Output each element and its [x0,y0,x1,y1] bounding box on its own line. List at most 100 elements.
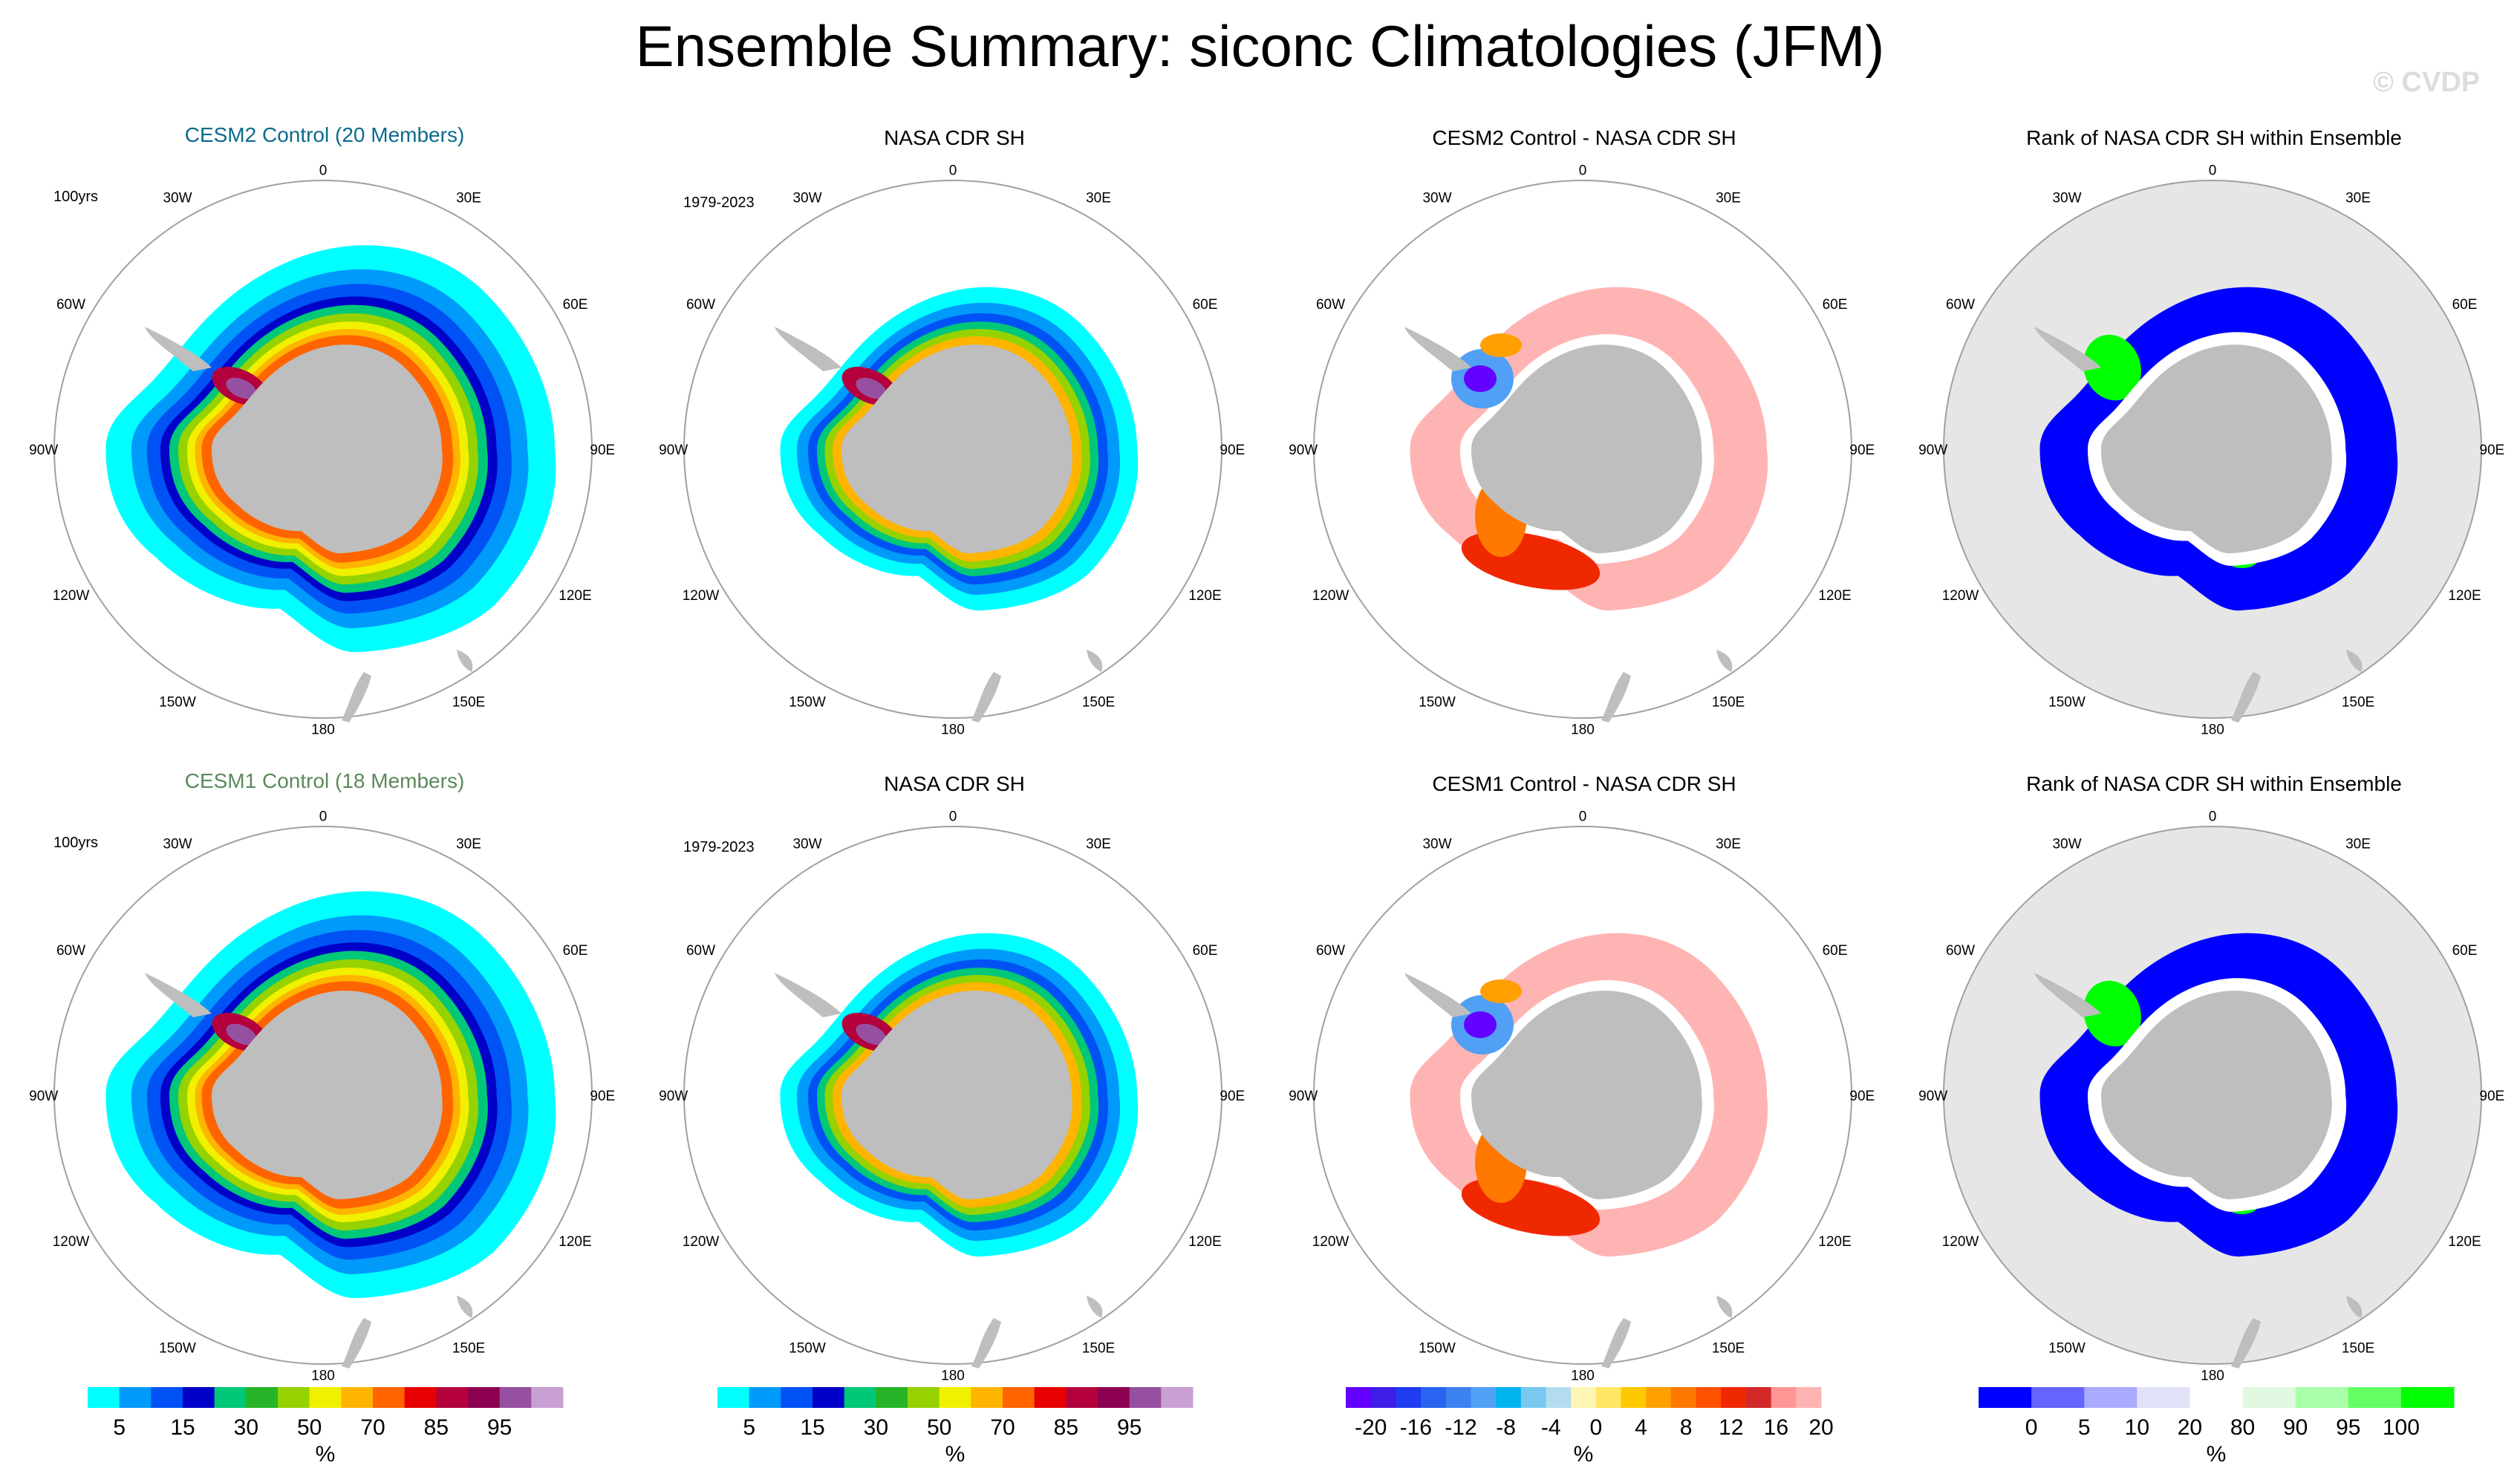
period-label: 1979-2023 [683,195,755,211]
longitude-label: 90E [1849,443,1875,458]
colorbar-tick-label: 100 [2383,1415,2420,1440]
longitude-label: 90W [1918,1089,1947,1104]
longitude-label: 150E [1712,694,1745,710]
longitude-label: 120W [1312,588,1349,604]
longitude-label: 150E [1082,694,1115,710]
colorbar-swatch [939,1387,971,1408]
colorbar-swatch [971,1387,1003,1408]
colorbar-tick-label: -12 [1445,1415,1476,1440]
longitude-label: 120W [683,1234,720,1250]
colorbar-tick-label: 30 [864,1415,888,1440]
colorbar-tick-label: -20 [1355,1415,1387,1440]
colorbar-swatch [468,1387,501,1408]
colorbar-units-label: % [945,1442,966,1467]
longitude-label: 90W [1289,443,1318,458]
longitude-label: 180 [2201,1368,2224,1383]
polar-map-conc: 0 30E 60E 90E 120E 150E 180 150W 120W 90W 60W 30W [659,163,1245,738]
tasmania-landmass [2346,1296,2363,1318]
colorbar-tick-label: 12 [1719,1415,1743,1440]
colorbar-tick-label: 20 [1808,1415,1833,1440]
colorbar-swatch [1003,1387,1035,1408]
longitude-label: 0 [319,163,328,179]
colorbar-swatch [1696,1387,1722,1408]
longitude-label: 90E [590,1089,615,1104]
polar-map-rank: 0 30E 60E 90E 120E 150E 180 150W 120W 90W 60W 30W [1918,163,2504,738]
longitude-label: 150W [789,1340,826,1356]
south-america-landmass [775,973,841,1017]
colorbar-swatch [1421,1387,1447,1408]
panel-title: CESM2 Control (20 Members) [184,123,465,146]
tasmania-landmass [457,650,473,672]
longitude-label: 60W [1316,297,1345,313]
longitude-label: 150E [2342,1340,2374,1356]
colorbar-conc: 5 15 30 50 70 85 95% [88,1387,564,1467]
longitude-label: 180 [1571,1368,1595,1383]
panel-title: NASA CDR SH [884,126,1025,149]
colorbar-swatch [2084,1387,2138,1408]
colorbar-tick-label: 85 [1054,1415,1078,1440]
longitude-label: 0 [319,809,328,825]
longitude-label: 60E [1823,943,1848,959]
difference-band [1480,979,1522,1003]
longitude-label: 120W [53,1234,90,1250]
longitude-label: 120E [559,1234,591,1250]
longitude-label: 90E [1220,1089,1245,1104]
colorbar-swatch [813,1387,845,1408]
colorbar-swatch [278,1387,310,1408]
longitude-label: 120W [683,588,720,604]
colorbar-swatch [1646,1387,1672,1408]
longitude-label: 30E [2345,837,2371,852]
new-zealand-landmass [1601,672,1631,723]
longitude-label: 90E [2479,443,2504,458]
longitude-label: 150E [452,1340,485,1356]
longitude-label: 60E [2452,297,2478,313]
colorbar-swatch [436,1387,469,1408]
longitude-label: 30E [456,837,481,852]
longitude-label: 120E [2448,588,2481,604]
colorbar-tick-label: -4 [1541,1415,1561,1440]
tasmania-landmass [1716,1296,1733,1318]
colorbar-swatch [2242,1387,2296,1408]
longitude-label: 150W [2048,694,2086,710]
south-america-landmass [2034,973,2101,1017]
colorbar-tick-label: 50 [297,1415,322,1440]
colorbar-tick-label: 5 [113,1415,126,1440]
colorbar-tick-label: 10 [2125,1415,2149,1440]
longitude-label: 30W [2052,837,2081,852]
longitude-label: 30W [2052,191,2081,206]
polar-map-conc: 0 30E 60E 90E 120E 150E 180 150W 120W 90W 60W 30W [29,163,615,738]
polar-map-diff: 0 30E 60E 90E 120E 150E 180 150W 120W 90W 60W 30W [1289,163,1875,738]
colorbar-tick-label: 85 [424,1415,449,1440]
longitude-label: 0 [949,809,957,825]
longitude-label: 30E [456,191,481,206]
longitude-label: 60W [1316,943,1345,959]
tasmania-landmass [1087,650,1103,672]
longitude-label: 120W [53,588,90,604]
longitude-label: 150W [1419,694,1456,710]
colorbar-swatch [1396,1387,1422,1408]
longitude-label: 120W [1312,1234,1349,1250]
colorbar-swatch [844,1387,876,1408]
colorbar-units-label: % [316,1442,336,1467]
longitude-label: 90W [659,1089,688,1104]
colorbar-swatch [1771,1387,1797,1408]
longitude-label: 90E [590,443,615,458]
colorbar-swatch [1034,1387,1067,1408]
colorbar-rank: 0 5 10 20 80 90 95 100% [1979,1387,2455,1467]
panel-title: Rank of NASA CDR SH within Ensemble [2026,126,2402,149]
longitude-label: 30W [163,191,192,206]
colorbar-units-label: % [2207,1442,2227,1467]
longitude-label: 0 [1579,809,1587,825]
new-zealand-landmass [342,672,371,723]
colorbar-tick-label: 0 [1589,1415,1602,1440]
period-label: 1979-2023 [683,839,755,855]
longitude-label: 150E [1712,1340,1745,1356]
colorbar-conc: 5 15 30 50 70 85 95% [717,1387,1194,1467]
longitude-label: 60W [56,297,85,313]
watermark: © CVDP [2373,67,2481,98]
longitude-label: 120W [1942,1234,1979,1250]
colorbar-swatch [2189,1387,2244,1408]
longitude-label: 120E [559,588,591,604]
longitude-label: 150E [1082,1340,1115,1356]
longitude-label: 150W [2048,1340,2086,1356]
